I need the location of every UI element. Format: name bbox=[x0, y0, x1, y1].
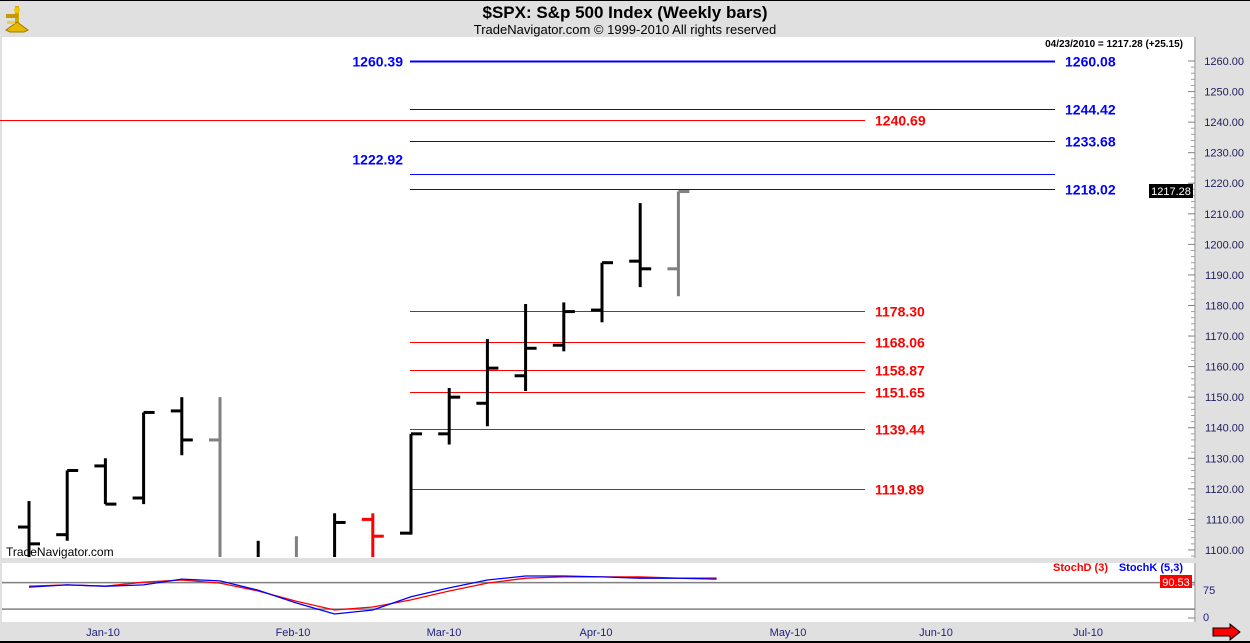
stoch-y-tick-label: 0 bbox=[1203, 612, 1209, 624]
x-tick-label: Jun-10 bbox=[919, 627, 953, 639]
x-tick-label: May-10 bbox=[770, 627, 807, 639]
ohlc-bar bbox=[591, 261, 613, 323]
red-level-label: 1151.65 bbox=[875, 385, 925, 401]
ohlc-bar bbox=[514, 303, 537, 392]
stoch-last-value-box bbox=[1160, 575, 1192, 588]
y-tick-label: 1110.00 bbox=[1206, 514, 1244, 526]
stoch-last-value: 90.53 bbox=[1162, 577, 1190, 589]
blue-level-label: 1260.08 bbox=[1065, 54, 1116, 70]
ohlc-bar bbox=[667, 190, 690, 297]
red-level-label: 1168.06 bbox=[875, 335, 925, 351]
last-price-label: 1217.28 bbox=[1151, 186, 1191, 198]
ohlc-bar bbox=[170, 397, 193, 456]
x-tick-label: Mar-10 bbox=[427, 627, 462, 639]
ohlc-bar bbox=[476, 339, 499, 427]
y-tick-label: 1100.00 bbox=[1205, 545, 1244, 557]
stoch-y-tick-label: 75 bbox=[1203, 585, 1215, 597]
ohlc-bar bbox=[438, 387, 461, 445]
y-tick-label: 1150.00 bbox=[1205, 392, 1244, 404]
x-tick-label: Apr-10 bbox=[579, 627, 612, 639]
bottom-border bbox=[0, 641, 1250, 643]
scroll-right-button[interactable] bbox=[1212, 622, 1241, 642]
ohlc-bar bbox=[333, 513, 346, 557]
chart-subtitle: TradeNavigator.com © 1999-2010 All right… bbox=[473, 22, 777, 37]
x-tick-label: Jul-10 bbox=[1073, 627, 1103, 639]
ohlc-bar bbox=[132, 410, 155, 505]
ohlc-bar bbox=[361, 513, 384, 557]
ohlc-bar bbox=[18, 501, 40, 557]
y-tick-label: 1180.00 bbox=[1205, 300, 1244, 312]
y-tick-label: 1220.00 bbox=[1204, 178, 1244, 190]
ohlc-bar bbox=[94, 458, 117, 506]
last-price-box bbox=[1149, 184, 1193, 198]
y-tick-label: 1160.00 bbox=[1205, 362, 1244, 374]
blue-level-left-label: 1222.92 bbox=[352, 152, 403, 168]
y-tick-label: 1130.00 bbox=[1205, 453, 1244, 465]
price-axis bbox=[1195, 37, 1250, 558]
x-tick-label: Feb-10 bbox=[276, 627, 311, 639]
ohlc-bar bbox=[552, 302, 575, 352]
y-tick-label: 1240.00 bbox=[1204, 117, 1244, 129]
blue-level-left-label: 1260.39 bbox=[352, 54, 403, 70]
blue-level-label: 1244.42 bbox=[1065, 102, 1116, 118]
red-level-label: 1240.69 bbox=[875, 113, 926, 129]
red-level-label: 1158.87 bbox=[875, 363, 925, 379]
y-tick-label: 1210.00 bbox=[1204, 209, 1244, 221]
chart-title: $SPX: S&p 500 Index (Weekly bars) bbox=[482, 3, 768, 22]
y-tick-label: 1260.00 bbox=[1204, 56, 1244, 68]
blue-level-label: 1233.68 bbox=[1065, 134, 1116, 150]
y-tick-label: 1200.00 bbox=[1204, 239, 1244, 251]
legend-stochk: StochK (5,3) bbox=[1119, 562, 1184, 574]
y-tick-label: 1140.00 bbox=[1205, 423, 1244, 435]
top-border bbox=[0, 0, 1250, 1]
watermark: TradeNavigator.com bbox=[6, 545, 114, 559]
x-tick-label: Jan-10 bbox=[86, 627, 120, 639]
red-level-label: 1178.30 bbox=[875, 304, 925, 320]
y-tick-label: 1230.00 bbox=[1204, 148, 1244, 160]
stochk-line bbox=[28, 575, 717, 615]
ohlc-bar bbox=[209, 397, 222, 557]
ohlc-bar bbox=[56, 469, 79, 541]
ohlc-bar bbox=[629, 203, 652, 288]
blue-level-label: 1218.02 bbox=[1065, 182, 1116, 198]
y-tick-label: 1170.00 bbox=[1205, 331, 1244, 343]
red-level-label: 1119.89 bbox=[875, 482, 924, 498]
stochastic-panel bbox=[2, 563, 1195, 622]
legend-stochd: StochD (3) bbox=[1053, 562, 1108, 574]
ohlc-bar bbox=[400, 432, 422, 535]
red-level-label: 1139.44 bbox=[875, 422, 925, 438]
y-tick-label: 1190.00 bbox=[1205, 270, 1244, 282]
tradenavigator-logo bbox=[4, 4, 30, 39]
price-readout: 04/23/2010 = 1217.28 (+25.15) bbox=[1045, 39, 1183, 50]
y-tick-label: 1120.00 bbox=[1205, 484, 1244, 496]
y-tick-label: 1250.00 bbox=[1204, 87, 1244, 99]
price-panel bbox=[2, 37, 1195, 558]
red-right-arrow-icon[interactable] bbox=[1212, 622, 1241, 642]
